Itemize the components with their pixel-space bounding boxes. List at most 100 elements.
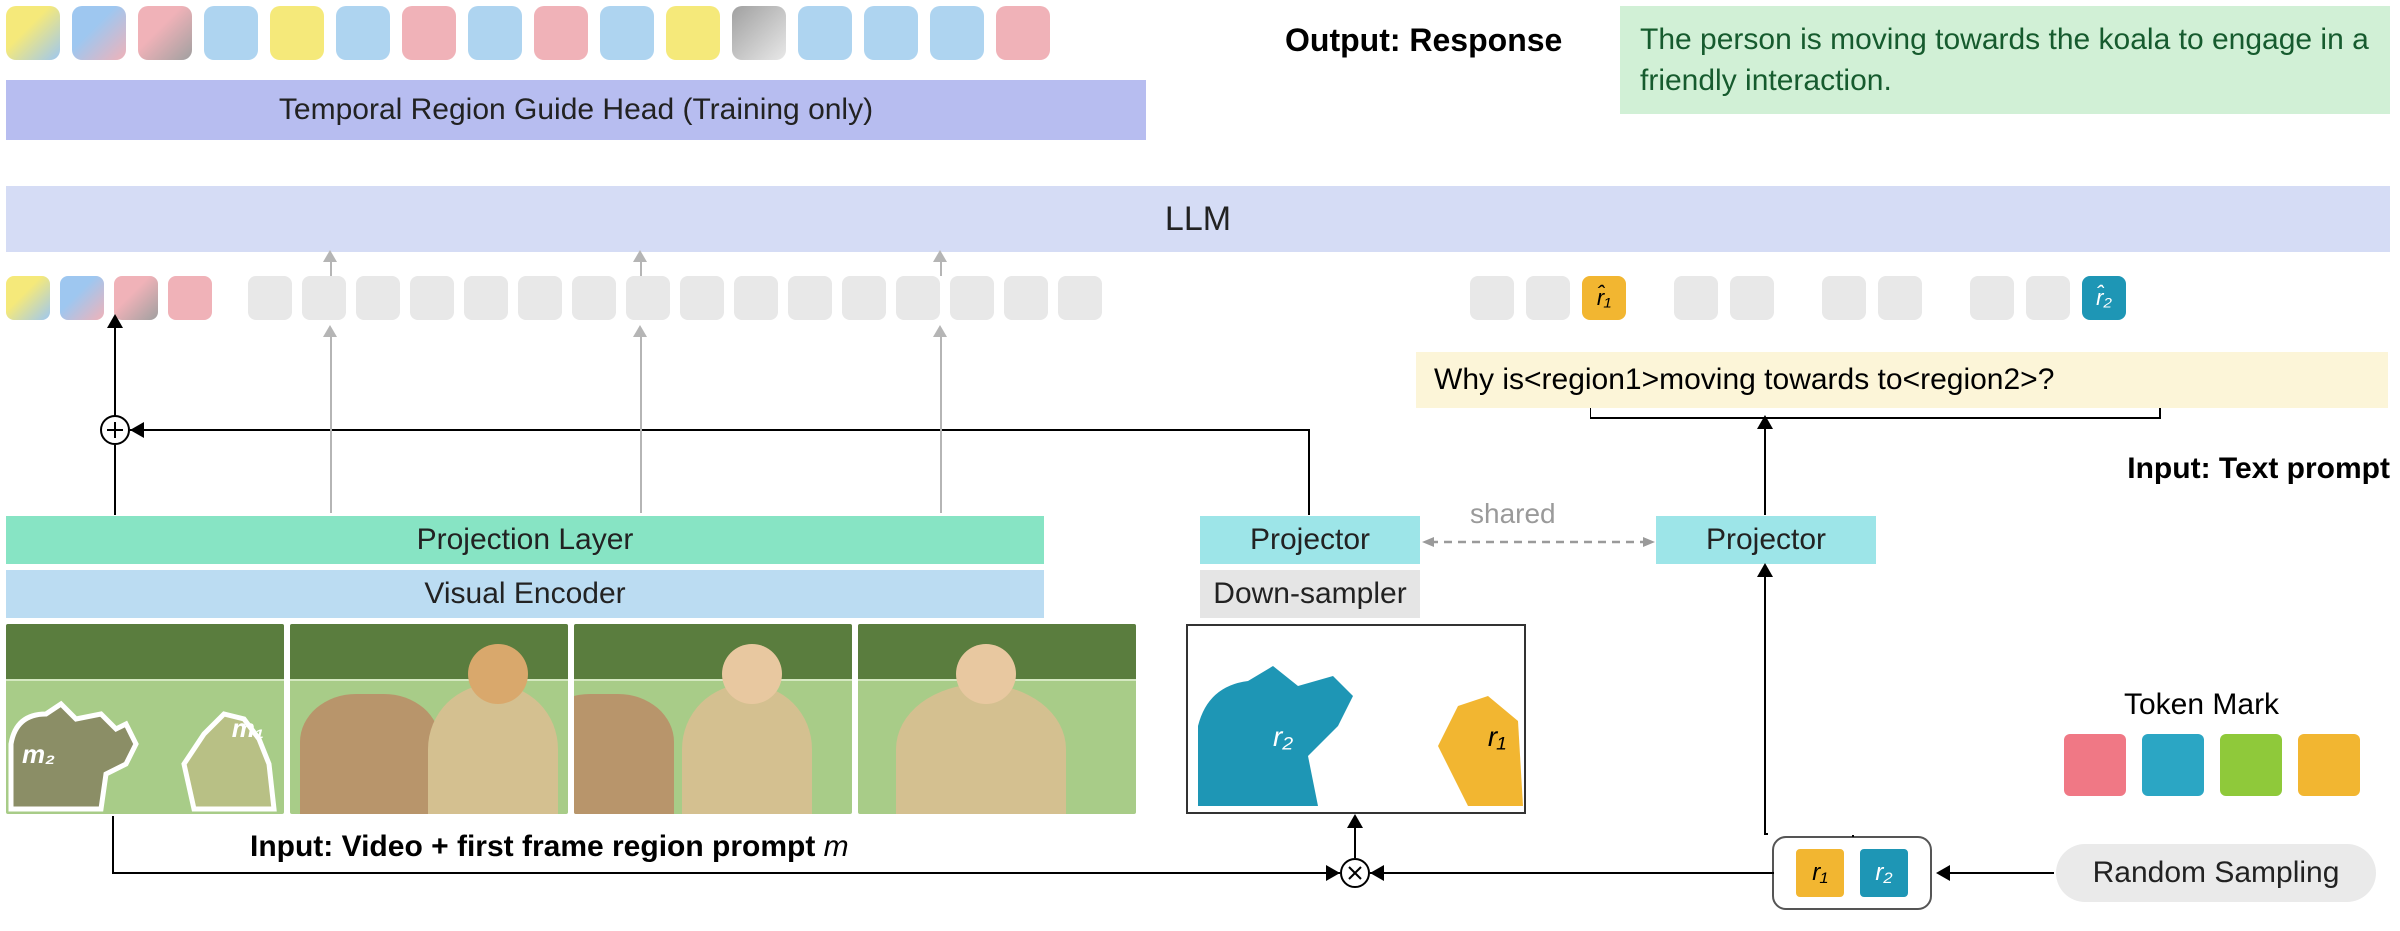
q-mid: moving towards to [1659,363,1902,397]
token [1730,276,1774,320]
token [248,276,292,320]
projector-2: Projector [1656,516,1876,564]
shared-arrow [1422,536,1655,548]
input-video-label: Input: Video + first frame region prompt… [250,830,849,864]
token-mark-row [2064,734,2360,796]
r2-label: r₂ [1273,721,1293,753]
token [666,6,720,60]
token [168,276,212,320]
gray-arrow-head [633,250,647,262]
arrow-head [1326,865,1340,881]
video-frame-4 [858,624,1136,814]
arrow [112,872,1340,874]
arrow [1764,575,1766,835]
mark-yellow [2298,734,2360,796]
mark-pink [2064,734,2126,796]
q-r2: <region2> [1903,363,2038,397]
gray-arrow [640,260,642,276]
video-frames: m₂ m₁ [6,624,1136,814]
mark-teal [2142,734,2204,796]
r1-box: r₁ [1796,849,1844,897]
trgh-bar: Temporal Region Guide Head (Training onl… [6,80,1146,140]
token [996,6,1050,60]
llm-bar: LLM [6,186,2390,252]
gray-arrow-head [933,250,947,262]
arrow [114,445,116,515]
arrow [1764,425,1766,515]
arrow [1308,429,1310,515]
region-sample-box: r₁ r₂ [1772,836,1932,910]
gray-arrow [640,335,642,513]
token [1058,276,1102,320]
token [896,276,940,320]
bracket [1590,408,2170,428]
m1-label: m₁ [232,713,264,744]
video-frame-3 [574,624,852,814]
arrow-head [1347,814,1363,828]
arrow [1948,872,2054,874]
token [402,6,456,60]
r1-label: r₁ [1488,721,1506,753]
projector-1: Projector [1200,516,1420,564]
arrow [130,429,1310,431]
response-box: The person is moving towards the koala t… [1620,6,2390,114]
arrow-head [1757,563,1773,577]
prompt-token-row: r̂₁ r̂₂ [1470,276,2126,320]
token [60,276,104,320]
down-sampler: Down-sampler [1200,570,1420,618]
arrow [1766,833,1768,835]
visual-encoder: Visual Encoder [6,570,1044,618]
token [1470,276,1514,320]
token [204,6,258,60]
output-label: Output: Response [1285,22,1562,59]
token [1674,276,1718,320]
token [72,6,126,60]
video-frame-2 [290,624,568,814]
gray-arrow-head [933,325,947,337]
token [534,6,588,60]
arrow-head [130,422,144,438]
token [864,6,918,60]
r1-hat-token: r̂₁ [1582,276,1626,320]
token [734,276,778,320]
token [138,6,192,60]
token [302,276,346,320]
token [6,276,50,320]
token [6,6,60,60]
token [680,276,724,320]
token [1004,276,1048,320]
mid-token-row [6,276,1102,320]
token [270,6,324,60]
token [1526,276,1570,320]
arrow-head [1370,865,1384,881]
gray-arrow [330,335,332,513]
token [356,276,400,320]
token [2026,276,2070,320]
input-text-label: Input: Text prompt [2127,452,2390,486]
gray-arrow-head [633,325,647,337]
token [950,276,994,320]
top-token-row [6,6,1050,60]
token [1878,276,1922,320]
arrow [1852,835,1854,837]
token [600,6,654,60]
q-pre: Why is [1434,363,1524,397]
r2-box: r₂ [1860,849,1908,897]
arrow [1354,826,1356,858]
token [842,276,886,320]
token [464,276,508,320]
gray-arrow-head [323,250,337,262]
r2-hat-token: r̂₂ [2082,276,2126,320]
token [930,6,984,60]
gray-arrow [330,260,332,276]
arrow [114,326,116,416]
question-box: Why is <region1> moving towards to <regi… [1416,352,2388,408]
video-frame-1-masked: m₂ m₁ [6,624,284,814]
q-r1: <region1> [1524,363,1659,397]
random-sampling: Random Sampling [2056,844,2376,902]
m2-label: m₂ [22,739,55,770]
token [336,6,390,60]
q-post: ? [2038,363,2055,397]
token [732,6,786,60]
gray-arrow [940,260,942,276]
